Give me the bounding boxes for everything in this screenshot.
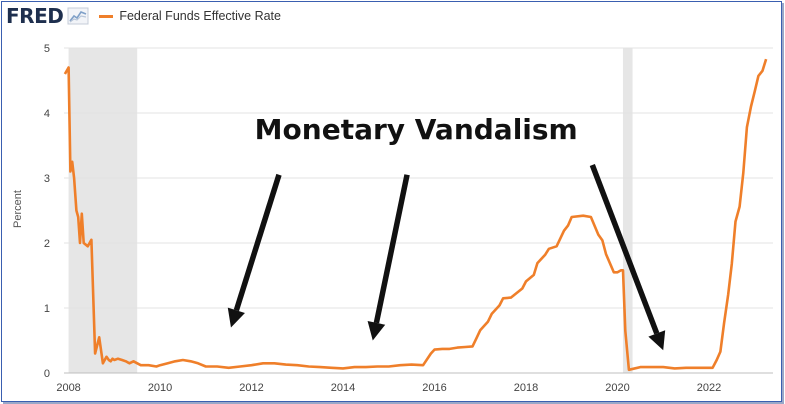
annotations: Monetary Vandalism: [227, 113, 666, 351]
y-tick-label-4: 4: [44, 108, 50, 120]
gridlines: [64, 47, 773, 374]
arrow-shaft-2: [589, 164, 660, 335]
x-tick-label-2012: 2012: [239, 382, 263, 394]
series-lines: [63, 58, 768, 372]
series-line-0: [63, 58, 768, 372]
annotation-text: Monetary Vandalism: [255, 113, 578, 146]
x-tick-label-2008: 2008: [56, 382, 80, 394]
arrow-shaft-0: [233, 173, 282, 312]
y-tick-label-3: 3: [44, 173, 50, 185]
arrow-head-1: [367, 321, 386, 341]
x-tick-label-2022: 2022: [697, 382, 721, 394]
line-chart-icon: [67, 7, 89, 25]
legend-swatch: [99, 14, 114, 18]
y-tick-label-5: 5: [44, 43, 50, 55]
y-tick-label-1: 1: [44, 303, 50, 315]
y-tick-label-0: 0: [44, 368, 50, 380]
x-tick-labels: 2008 2010 2012 2014 2016 2018 2020 2022: [56, 382, 721, 394]
recession-band-1: [622, 48, 633, 373]
recession-band-0: [68, 48, 138, 373]
x-tick-label-2018: 2018: [514, 382, 538, 394]
chart-header: FRED Federal Funds Effective Rate: [6, 4, 281, 28]
x-tick-label-2020: 2020: [605, 382, 629, 394]
x-tick-label-2010: 2010: [148, 382, 172, 394]
y-tick-label-2: 2: [44, 238, 50, 250]
arrow-head-2: [648, 330, 666, 351]
recession-bands: [68, 48, 633, 373]
legend-label: Federal Funds Effective Rate: [119, 9, 281, 23]
y-tick-labels: 0 1 2 3 4 5: [44, 43, 50, 380]
x-tick-label-2014: 2014: [331, 382, 355, 394]
arrow-shaft-1: [373, 174, 410, 324]
legend: Federal Funds Effective Rate: [99, 9, 281, 23]
x-tick-label-2016: 2016: [422, 382, 446, 394]
fred-logo[interactable]: FRED: [6, 4, 64, 28]
arrow-head-0: [227, 307, 245, 328]
y-axis-label: Percent: [12, 190, 24, 228]
